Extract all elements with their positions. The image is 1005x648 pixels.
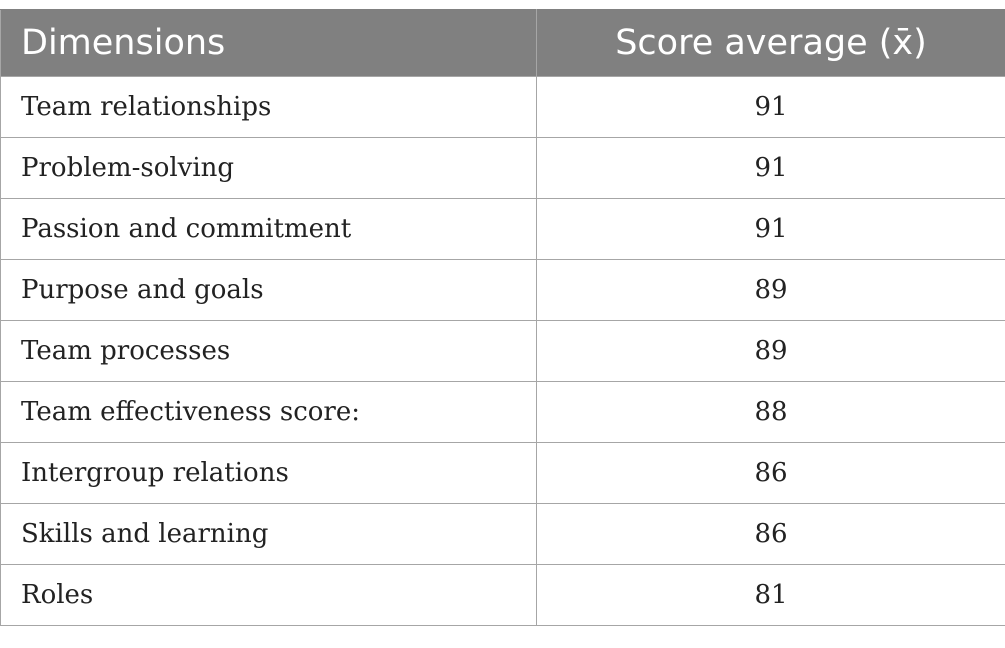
table-row: Purpose and goals 89 (0, 259, 1005, 321)
table-row: Team effectiveness score: 88 (0, 381, 1005, 443)
score-cell: 91 (536, 198, 1005, 260)
scores-table: Dimensions Score average (x̄) Team relat… (0, 9, 1005, 626)
dimension-cell: Roles (0, 564, 537, 626)
score-cell: 86 (536, 503, 1005, 565)
dimension-cell: Team effectiveness score: (0, 381, 537, 443)
score-cell: 89 (536, 320, 1005, 382)
dimensions-header: Dimensions (0, 9, 537, 77)
score-cell: 88 (536, 381, 1005, 443)
dimension-cell: Team relationships (0, 76, 537, 138)
dimension-cell: Passion and commitment (0, 198, 537, 260)
score-cell: 91 (536, 76, 1005, 138)
score-cell: 91 (536, 137, 1005, 199)
score-cell: 89 (536, 259, 1005, 321)
score-cell: 86 (536, 442, 1005, 504)
table-row: Team processes 89 (0, 320, 1005, 382)
dimension-cell: Skills and learning (0, 503, 537, 565)
dimension-cell: Team processes (0, 320, 537, 382)
table-row: Problem-solving 91 (0, 137, 1005, 199)
table-row: Intergroup relations 86 (0, 442, 1005, 504)
table-row: Roles 81 (0, 564, 1005, 626)
header-row: Dimensions Score average (x̄) (0, 9, 1005, 77)
dimension-cell: Intergroup relations (0, 442, 537, 504)
table-row: Skills and learning 86 (0, 503, 1005, 565)
table-row: Passion and commitment 91 (0, 198, 1005, 260)
dimension-cell: Problem-solving (0, 137, 537, 199)
table-row: Team relationships 91 (0, 76, 1005, 138)
dimension-cell: Purpose and goals (0, 259, 537, 321)
score-average-header: Score average (x̄) (536, 9, 1005, 77)
score-cell: 81 (536, 564, 1005, 626)
